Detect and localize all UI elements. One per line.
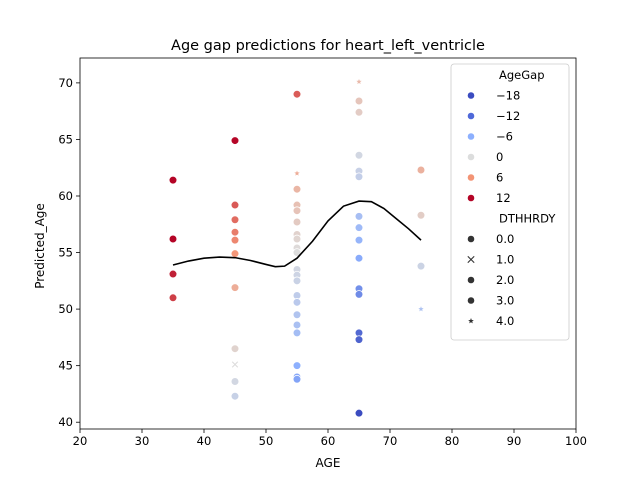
- data-point: [354, 223, 364, 232]
- data-point: [292, 217, 302, 227]
- data-point: [230, 136, 240, 145]
- data-point: [230, 283, 240, 292]
- data-point: [354, 335, 364, 344]
- y-tick-label: 40: [58, 415, 73, 429]
- legend-hue-label: −6: [496, 130, 513, 144]
- data-point: [230, 249, 240, 258]
- y-tick-label: 50: [58, 302, 73, 316]
- data-point: [292, 89, 302, 99]
- data-point: [354, 235, 364, 245]
- legend-hue-title: AgeGap: [499, 68, 545, 82]
- legend-style-marker: [468, 318, 474, 324]
- data-point: [168, 175, 178, 185]
- data-point: [292, 310, 302, 320]
- x-tick-label: 50: [259, 434, 274, 448]
- data-point: [416, 261, 426, 271]
- data-point: [292, 248, 302, 257]
- y-tick-label: 65: [58, 132, 73, 146]
- data-point: [354, 290, 364, 299]
- data-point: [292, 374, 302, 384]
- legend-style-marker: [466, 234, 476, 244]
- data-point: [292, 320, 302, 330]
- legend-box: [450, 63, 570, 341]
- data-point: [292, 276, 302, 286]
- data-point: [292, 328, 302, 338]
- legend-style-marker: [466, 296, 476, 305]
- legend-hue-marker: [466, 152, 476, 162]
- data-point: [230, 360, 240, 369]
- x-tick-label: 100: [565, 434, 587, 448]
- data-point: [354, 212, 364, 221]
- data-point: [354, 253, 364, 263]
- data-point: [230, 215, 240, 225]
- legend-hue-label: −18: [496, 89, 520, 103]
- y-tick-label: 45: [58, 359, 73, 373]
- data-point: [416, 210, 426, 220]
- legend-hue-label: −12: [496, 109, 520, 123]
- data-point: [292, 184, 302, 194]
- data-point: [230, 344, 240, 353]
- legend-style-marker: [466, 255, 476, 264]
- data-point: [230, 391, 240, 401]
- data-point: [168, 293, 178, 303]
- x-tick-label: 20: [73, 434, 88, 448]
- legend-style-marker: [466, 275, 476, 285]
- legend-hue-marker: [466, 173, 476, 182]
- legend-hue-marker: [466, 91, 476, 100]
- data-point: [354, 96, 364, 106]
- legend: AgeGap −18 −12 −6 0 6 12 DTHHRDY 0.0 1.0 2.0 3.0 4.0: [450, 63, 570, 341]
- legend-hue-marker: [466, 132, 476, 141]
- legend-hue-label: 6: [496, 171, 503, 185]
- data-point: [292, 361, 302, 370]
- data-point: [292, 206, 302, 215]
- legend-style-label: 4.0: [496, 314, 514, 328]
- x-tick-label: 60: [321, 434, 336, 448]
- y-tick-label: 55: [58, 246, 73, 260]
- data-point: [354, 150, 364, 160]
- data-point: [294, 170, 300, 176]
- legend-style-label: 1.0: [496, 253, 514, 267]
- data-point: [230, 377, 240, 386]
- data-point: [356, 78, 362, 85]
- data-point: [230, 235, 240, 245]
- y-tick-label: 60: [58, 189, 73, 203]
- data-point: [230, 227, 240, 237]
- data-point: [354, 408, 364, 418]
- legend-hue-label: 12: [496, 191, 511, 205]
- y-axis-label: Predicted_Age: [33, 203, 47, 289]
- legend-hue-marker: [466, 111, 476, 121]
- data-point: [418, 306, 424, 312]
- data-point: [354, 172, 364, 182]
- data-point: [168, 234, 178, 244]
- x-tick-label: 80: [445, 434, 460, 448]
- chart-title: Age gap predictions for heart_left_ventr…: [171, 38, 485, 54]
- legend-style-label: 3.0: [496, 294, 514, 308]
- legend-hue-label: 0: [496, 150, 503, 164]
- trend-line: [172, 200, 422, 268]
- x-tick-label: 90: [507, 434, 522, 448]
- x-tick-label: 40: [197, 434, 212, 448]
- data-point: [292, 234, 302, 244]
- y-tick-label: 70: [58, 76, 73, 90]
- legend-style-label: 2.0: [496, 273, 514, 287]
- data-point: [354, 107, 364, 117]
- x-tick-label: 70: [383, 434, 398, 448]
- data-point: [168, 269, 178, 279]
- x-axis-label: AGE: [316, 456, 341, 470]
- legend-style-title: DTHHRDY: [499, 212, 556, 226]
- legend-hue-marker: [466, 193, 476, 203]
- data-point: [416, 165, 426, 175]
- x-tick-label: 30: [135, 434, 150, 448]
- data-point: [292, 298, 302, 307]
- data-point: [230, 200, 240, 210]
- legend-style-label: 0.0: [496, 232, 514, 246]
